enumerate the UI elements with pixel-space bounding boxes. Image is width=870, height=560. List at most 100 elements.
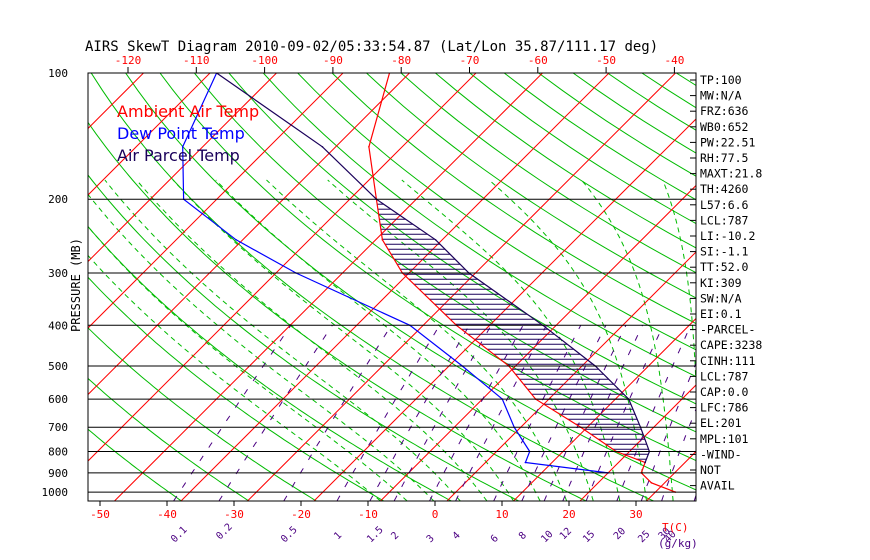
stats-item: RH:77.5	[700, 151, 748, 165]
pressure-tick-label: 300	[48, 267, 68, 280]
isotherm-line	[646, 450, 696, 501]
isotherm-line	[88, 73, 277, 263]
bottom-temp-tick-label: -30	[224, 508, 244, 521]
profile-point	[644, 461, 646, 464]
isotherm-line	[780, 73, 870, 501]
stats-item: MPL:101	[700, 432, 749, 446]
stats-item: LFC:786	[700, 401, 749, 415]
cape-shading	[377, 203, 649, 460]
top-temp-tick-label: -110	[183, 54, 210, 67]
dry-adiabat-line	[814, 73, 870, 501]
mixing-ratio-tick-label: 12	[558, 526, 574, 542]
y-axis-label: PRESSURE (MB)	[69, 238, 83, 332]
stats-item: EI:0.1	[700, 307, 742, 321]
mixing-ratio-tick-label: 0.1	[169, 525, 190, 546]
ambient-air-temp-line	[368, 73, 676, 493]
dry-adiabat-line	[780, 73, 870, 501]
bottom-temp-tick-label: -50	[90, 508, 110, 521]
stats-item: NOT	[700, 463, 721, 477]
stats-item: SI:-1.1	[700, 245, 749, 259]
profile-lines	[181, 73, 677, 493]
mixing-ratio-tick-label: 2	[389, 530, 401, 542]
pressure-tick-label: 800	[48, 446, 68, 459]
dry-adiabat-line	[88, 276, 385, 501]
legend-dew-point-temp: Dew Point Temp	[117, 124, 245, 143]
dry-adiabat-line	[331, 73, 696, 325]
bottom-temp-tick-label: 30	[629, 508, 642, 521]
profile-point	[524, 461, 527, 464]
stats-item: -WIND-	[700, 447, 742, 461]
dry-adiabat-line	[366, 73, 696, 299]
isotherm-line	[446, 251, 696, 501]
dry-adiabat-line	[400, 73, 696, 274]
dry-adiabat-line	[88, 377, 250, 501]
top-temp-tick-label: -50	[596, 54, 616, 67]
dry-adiabat-line	[745, 73, 870, 501]
moist-adiabat-line	[172, 179, 514, 501]
pressure-tick-label: 400	[48, 319, 68, 332]
profile-point	[235, 239, 237, 241]
bottom-temp-tick-label: 10	[495, 508, 508, 521]
plot-frame	[87, 72, 697, 502]
stats-item: -PARCEL-	[700, 323, 755, 337]
mixing-ratio-tick-label: 0.2	[214, 522, 235, 543]
pressure-tick-label: 200	[48, 193, 68, 206]
isotherm-line	[0, 73, 77, 501]
stats-item: LCL:787	[700, 369, 749, 383]
isotherm-line	[247, 73, 676, 501]
top-temp-tick-label: -80	[391, 54, 411, 67]
profile-point	[368, 146, 370, 148]
mixing-ratio-tick-label: 0.5	[279, 525, 300, 546]
mixing-ratio-line	[493, 325, 582, 501]
isotherm-line	[114, 73, 543, 501]
mixing-ratio-tick-label: 20	[612, 526, 628, 542]
moist-adiabat-line	[327, 179, 594, 501]
bottom-temp-tick-label: -20	[291, 508, 311, 521]
mixing-ratio-line	[585, 325, 664, 501]
pressure-tick-label: 700	[48, 421, 68, 434]
isotherm-line	[579, 384, 696, 501]
dry-adiabat-line	[262, 73, 696, 378]
mixing-ratio-unit-label: (g/kg)	[658, 537, 698, 550]
pressure-tick-label: 1000	[42, 486, 69, 499]
isotherm-line	[0, 73, 11, 501]
stats-item: AVAIL	[700, 479, 735, 493]
profile-point	[181, 146, 184, 148]
dry-adiabat-line	[159, 73, 696, 462]
stats-item: KI:309	[700, 276, 742, 290]
stats-item: MAXT:21.8	[700, 167, 762, 181]
pressure-tick-label: 100	[48, 67, 68, 80]
stats-item: TT:52.0	[700, 260, 749, 274]
mixing-ratio-line	[429, 325, 524, 501]
dry-adiabat-line	[88, 428, 182, 501]
top-temp-tick-label: -70	[460, 54, 480, 67]
moist-adiabat-line	[488, 179, 647, 501]
dry-adiabat-line	[848, 73, 870, 501]
mixing-ratio-tick-label: 1.5	[365, 525, 386, 546]
mixing-ratio-line	[616, 325, 692, 501]
isotherm-line	[88, 73, 477, 462]
dry-adiabat-line	[435, 73, 696, 249]
mixing-ratio-line	[173, 325, 292, 501]
mixing-ratio-line	[218, 325, 333, 501]
legend-ambient-air-temp: Ambient Air Temp	[117, 102, 259, 121]
chart-title: AIRS SkewT Diagram 2010-09-02/05:33:54.8…	[85, 39, 658, 55]
stats-item: CINH:111	[700, 354, 755, 368]
pressure-gridlines	[88, 198, 696, 493]
isotherm-line	[313, 118, 696, 501]
mixing-ratio-line	[369, 325, 470, 501]
isotherm-line	[180, 73, 610, 501]
dry-adiabat-line	[88, 327, 317, 501]
pressure-tick-label: 900	[48, 467, 68, 480]
bottom-temp-tick-label: 0	[432, 508, 439, 521]
mixing-ratio-line	[336, 325, 440, 501]
stats-item: CAP:0.0	[700, 385, 749, 399]
mixing-ratio-line	[661, 407, 696, 501]
mixing-ratio-line	[393, 325, 492, 501]
stats-item: CAPE:3238	[700, 338, 762, 352]
mixing-ratio-tick-label: 1	[332, 530, 344, 542]
profile-point	[321, 146, 324, 148]
top-temp-tick-label: -120	[115, 54, 142, 67]
dry-adiabat-line	[228, 73, 696, 405]
